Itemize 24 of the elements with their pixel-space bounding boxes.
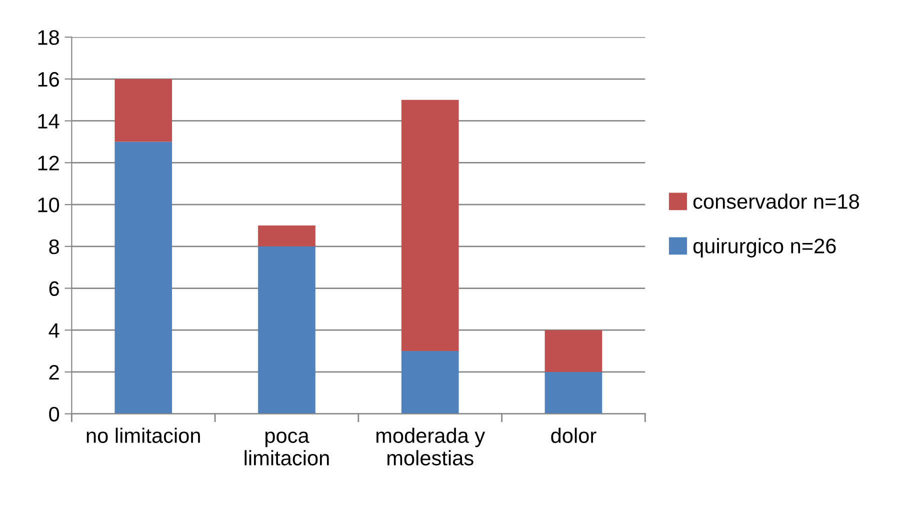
y-tick-label: 10 xyxy=(38,198,60,212)
y-tick-label: 8 xyxy=(49,239,59,254)
bar xyxy=(401,100,459,352)
x-tick-label: moderada y molestias xyxy=(376,428,486,466)
bar xyxy=(258,246,316,414)
y-tick-label: 18 xyxy=(38,30,59,45)
legend-label: quirurgico n=26 xyxy=(693,238,836,258)
bar xyxy=(114,79,172,142)
bar xyxy=(544,330,602,372)
x-tick-label: poca limitacion xyxy=(244,432,329,466)
y-tick-label: 0 xyxy=(49,406,60,422)
bar xyxy=(401,351,459,414)
bar xyxy=(258,225,316,246)
legend-label: conservador n=18 xyxy=(693,194,859,209)
y-tick-label: 16 xyxy=(38,72,59,87)
y-tick-label: 6 xyxy=(49,281,59,296)
y-tick-label: 2 xyxy=(49,364,59,380)
bar xyxy=(114,142,172,414)
y-tick-label: 12 xyxy=(38,156,59,170)
x-tick-label: dolor xyxy=(551,428,596,444)
bar xyxy=(544,372,602,414)
x-tick-label: no limitacion xyxy=(86,428,200,444)
y-tick-label: 4 xyxy=(48,323,60,338)
y-tick-label: 14 xyxy=(38,114,60,128)
